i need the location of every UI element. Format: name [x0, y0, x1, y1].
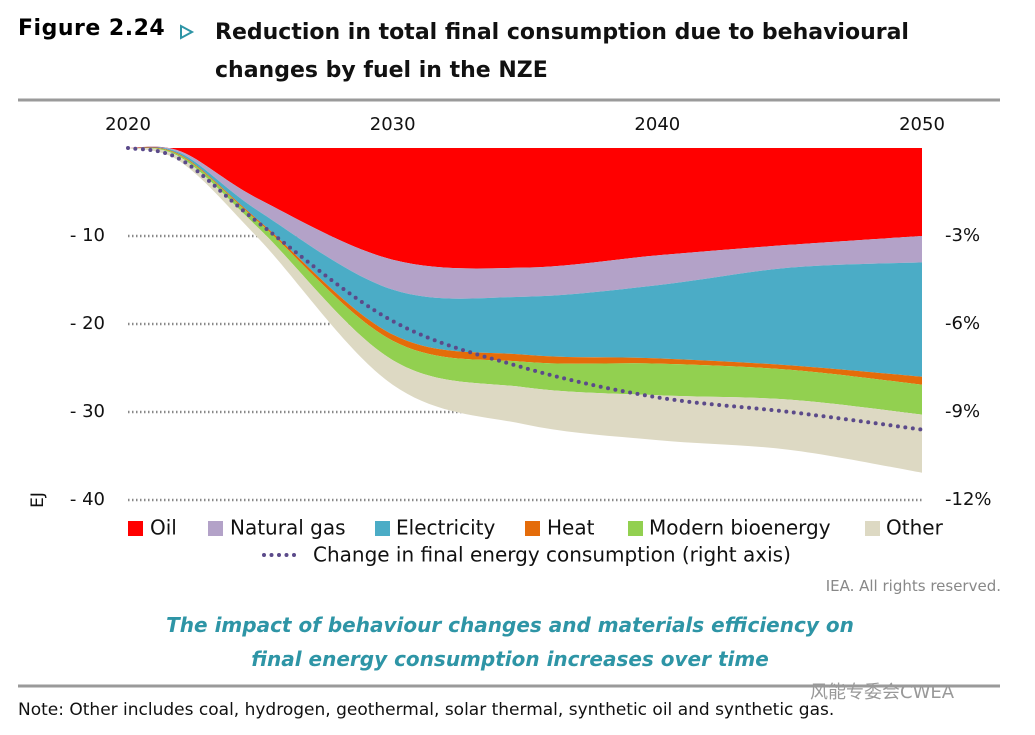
caption: The impact of behaviour changes and mate…	[166, 613, 854, 671]
x-tick-label: 2040	[634, 114, 680, 135]
legend-label: Natural gas	[230, 516, 346, 540]
legend-label: Change in final energy consumption (righ…	[313, 543, 791, 567]
y-tick-label: - 10	[70, 225, 105, 246]
x-tick-label: 2030	[370, 114, 416, 135]
note: Note: Other includes coal, hydrogen, geo…	[18, 700, 835, 720]
y-tick-label: - 40	[70, 489, 105, 510]
plot: - 10 - 20 - 30 - 40 -3% -6% -9% -12% 2020 2030 204…	[70, 114, 992, 567]
figure-label: Figure 2.24	[18, 16, 166, 41]
y2-tick-label: -9%	[945, 401, 980, 422]
watermark: 风能专委会CWEA	[810, 682, 955, 703]
chart-title: Reduction in total final consumption due…	[215, 20, 909, 83]
legend-swatch	[628, 521, 643, 536]
source: IEA. All rights reserved.	[825, 577, 1001, 595]
area	[128, 146, 922, 269]
legend-label: Heat	[547, 516, 595, 540]
y2-tick-label: -6%	[945, 313, 980, 334]
y2-tick-label: -12%	[945, 489, 992, 510]
legend-swatch	[865, 521, 880, 536]
area	[128, 147, 922, 415]
y-axis-label: EJ	[28, 492, 48, 508]
legend-label: Other	[886, 516, 944, 540]
legend-swatch	[208, 521, 223, 536]
y-tick-label: - 30	[70, 401, 105, 422]
legend-swatch	[128, 521, 143, 536]
legend-label: Electricity	[396, 516, 496, 540]
figure-marker	[180, 24, 195, 40]
line	[126, 146, 924, 432]
legend-swatch	[525, 521, 540, 536]
x-tick-label: 2050	[899, 114, 945, 135]
legend-label: Oil	[150, 516, 177, 540]
area	[128, 146, 922, 299]
area	[128, 146, 922, 377]
y2-tick-label: -3%	[945, 225, 980, 246]
y-tick-label: - 20	[70, 313, 105, 334]
legend-swatch	[375, 521, 390, 536]
x-tick-label: 2020	[105, 114, 151, 135]
legend-label: Modern bioenergy	[649, 516, 831, 540]
